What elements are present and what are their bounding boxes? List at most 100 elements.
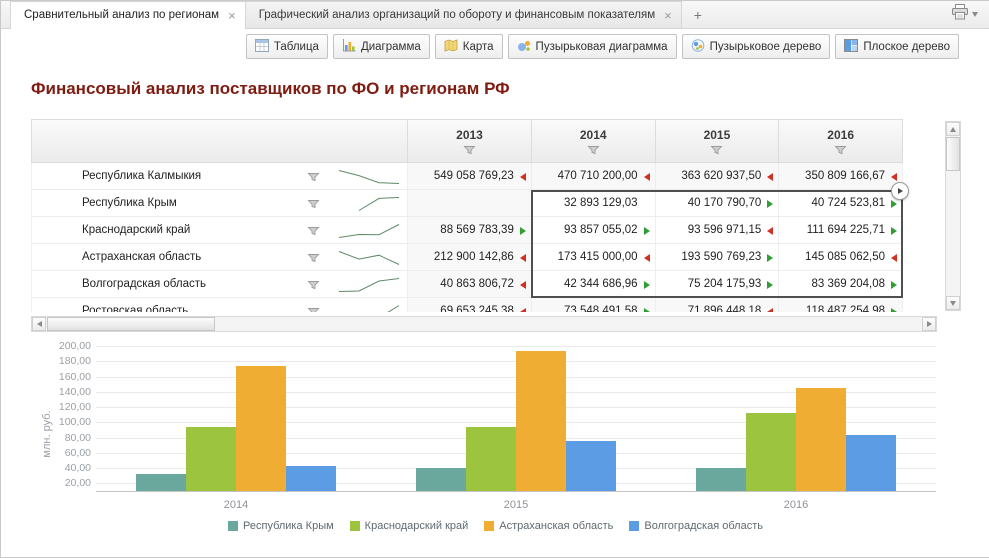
filter-icon[interactable] [307, 280, 320, 290]
value-cell[interactable]: 363 620 937,50 [654, 163, 779, 189]
value-cell[interactable]: 40 170 790,70 [654, 190, 779, 216]
vertical-scrollbar-thumb[interactable] [946, 137, 960, 171]
trend-up-icon [891, 200, 897, 208]
column-header-2014[interactable]: 2014 [530, 120, 655, 162]
bar-2015-Республика Крым[interactable] [416, 468, 466, 491]
chart-view-button[interactable]: Диаграмма [332, 34, 430, 59]
value-cell[interactable]: 549 058 769,23 [407, 163, 531, 189]
filter-icon[interactable] [587, 145, 600, 155]
arrow-right-icon [897, 188, 903, 194]
table-view-button[interactable]: Таблица [245, 34, 328, 59]
bar-2016-Волгоградская область[interactable] [846, 435, 896, 491]
bar-2015-Астраханская область[interactable] [516, 350, 566, 491]
bubble-chart-view-button[interactable]: Пузырьковая диаграмма [507, 34, 677, 59]
bar-2014-Волгоградская область[interactable] [286, 466, 336, 491]
region-name-cell[interactable]: Ростовская область [32, 298, 331, 312]
bar-2014-Республика Крым[interactable] [136, 473, 186, 491]
table-row[interactable]: Ростовская область 69 653 245,38 73 548 49… [32, 298, 902, 312]
column-header-2016[interactable]: 2016 [778, 120, 902, 162]
expand-handle[interactable] [891, 182, 909, 200]
value-cell[interactable]: 111 694 225,71 [778, 217, 902, 243]
scrollbar-track[interactable] [946, 171, 960, 296]
filter-icon[interactable] [307, 253, 320, 263]
value-cell[interactable]: 350 809 166,67 [778, 163, 902, 189]
value-cell[interactable]: 75 204 175,93 [654, 271, 779, 297]
horizontal-scrollbar-thumb[interactable] [47, 317, 215, 331]
bar-2016-Астраханская область[interactable] [796, 387, 846, 491]
table-horizontal-scrollbar[interactable] [31, 316, 937, 332]
data-table: 2013 2014 2015 2016 Республика Калмыкия 549 … [31, 119, 909, 312]
value-cell[interactable] [407, 190, 531, 216]
region-name-cell[interactable]: Волгоградская область [32, 271, 331, 297]
filter-icon[interactable] [307, 307, 320, 312]
value-cell[interactable]: 93 857 055,02 [530, 217, 655, 243]
legend-swatch [484, 521, 495, 531]
filter-icon[interactable] [463, 145, 476, 155]
table-row[interactable]: Республика Крым 32 893 129,03 40 170 790,7… [32, 190, 902, 217]
tab-graphic-analysis[interactable]: Графический анализ организаций по оборот… [245, 1, 682, 28]
value-cell[interactable]: 40 724 523,81 [778, 190, 902, 216]
value-cell[interactable]: 73 548 491,58 [530, 298, 655, 312]
value-cell[interactable]: 173 415 000,00 [530, 244, 655, 270]
value-cell[interactable]: 40 863 806,72 [407, 271, 531, 297]
cell-value: 40 724 523,81 [811, 197, 885, 209]
bar-2015-Волгоградская область[interactable] [566, 441, 616, 491]
scroll-left-button[interactable] [32, 317, 46, 331]
bar-2014-Астраханская область[interactable] [236, 366, 286, 491]
print-button[interactable] [939, 1, 989, 28]
y-axis-tick: 40,00 [64, 462, 91, 475]
region-name-cell[interactable]: Республика Крым [32, 190, 331, 216]
value-cell[interactable]: 69 653 245,38 [407, 298, 531, 312]
value-cell[interactable]: 83 369 204,08 [778, 271, 902, 297]
bar-2016-Республика Крым[interactable] [696, 467, 746, 491]
cell-value: 363 620 937,50 [681, 170, 762, 182]
legend-item[interactable]: Краснодарский край [349, 520, 468, 532]
close-icon[interactable]: × [228, 7, 236, 23]
region-name-cell[interactable]: Астраханская область [32, 244, 331, 270]
scroll-up-button[interactable] [946, 122, 960, 136]
bubble-tree-view-button[interactable]: Пузырьковое дерево [681, 34, 831, 59]
region-name-cell[interactable]: Краснодарский край [32, 217, 331, 243]
bar-2014-Краснодарский край[interactable] [186, 427, 236, 491]
value-cell[interactable]: 88 569 783,39 [407, 217, 531, 243]
map-view-button[interactable]: Карта [434, 34, 503, 59]
value-cell[interactable]: 32 893 129,03 [530, 190, 655, 216]
value-cell[interactable]: 42 344 686,96 [530, 271, 655, 297]
value-cell[interactable]: 118 487 254,98 [778, 298, 902, 312]
value-cell[interactable]: 145 085 062,50 [778, 244, 902, 270]
value-cell[interactable]: 212 900 142,86 [407, 244, 531, 270]
legend-item[interactable]: Астраханская область [484, 520, 613, 532]
filter-icon[interactable] [307, 172, 320, 182]
value-cell[interactable]: 93 596 971,15 [654, 217, 779, 243]
filter-icon[interactable] [834, 145, 847, 155]
legend-item[interactable]: Республика Крым [228, 520, 334, 532]
scrollbar-track[interactable] [215, 317, 922, 331]
bar-2016-Краснодарский край[interactable] [746, 413, 796, 491]
value-cell[interactable]: 71 896 448,18 [654, 298, 779, 312]
flat-tree-view-button[interactable]: Плоское дерево [835, 34, 959, 59]
tab-comparative-analysis[interactable]: Сравнительный анализ по регионам × [10, 1, 246, 29]
value-cell[interactable]: 470 710 200,00 [530, 163, 655, 189]
scroll-down-button[interactable] [946, 296, 960, 310]
y-axis: 20,00 40,00 60,00 80,00 100,00 120,00 140,00 16… [51, 340, 91, 491]
filter-icon[interactable] [710, 145, 723, 155]
sparkline-cell [331, 271, 407, 297]
cell-value: 71 896 448,18 [687, 305, 762, 312]
bubble-tree-icon [691, 38, 705, 55]
table-row[interactable]: Волгоградская область 40 863 806,72 42 344… [32, 271, 902, 298]
column-header-2013[interactable]: 2013 [407, 120, 531, 162]
close-icon[interactable]: × [664, 7, 672, 23]
filter-icon[interactable] [307, 226, 320, 236]
table-vertical-scrollbar[interactable] [945, 121, 961, 311]
scroll-right-button[interactable] [922, 317, 936, 331]
legend-item[interactable]: Волгоградская область [629, 520, 763, 532]
filter-icon[interactable] [307, 199, 320, 209]
value-cell[interactable]: 193 590 769,23 [654, 244, 779, 270]
column-header-2015[interactable]: 2015 [654, 120, 779, 162]
region-name-cell[interactable]: Республика Калмыкия [32, 163, 331, 189]
new-tab-button[interactable]: + [682, 1, 714, 28]
table-row[interactable]: Астраханская область 212 900 142,86 173 41… [32, 244, 902, 271]
bar-2015-Краснодарский край[interactable] [466, 427, 516, 491]
table-row[interactable]: Республика Калмыкия 549 058 769,23 470 710… [32, 163, 902, 190]
table-row[interactable]: Краснодарский край 88 569 783,39 93 857 05… [32, 217, 902, 244]
